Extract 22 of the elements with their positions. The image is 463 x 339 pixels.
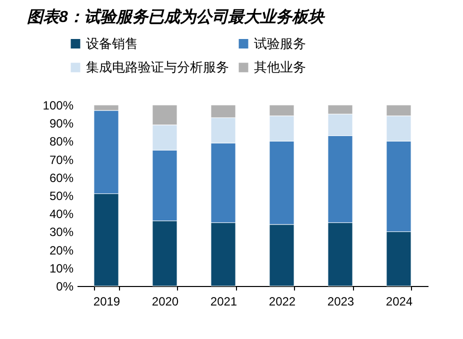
x-tick-label: 2024 [386, 294, 413, 308]
x-tick-label: 2022 [268, 294, 296, 308]
y-tick-label: 60% [49, 170, 74, 185]
x-tick-label: 2021 [210, 294, 238, 308]
chart-title: 图表8：试验服务已成为公司最大业务板块 [27, 8, 326, 26]
legend-label: 其他业务 [254, 60, 306, 74]
y-tick-label: 20% [49, 243, 74, 258]
legend-label: 试验服务 [254, 36, 306, 51]
y-tick-label: 50% [49, 189, 74, 203]
y-tick-label: 90% [49, 116, 74, 131]
legend-label: 设备销售 [86, 36, 138, 51]
y-tick-label: 30% [49, 225, 74, 240]
y-tick-label: 10% [49, 261, 74, 276]
y-tick-label: 80% [49, 134, 74, 149]
y-tick-label: 0% [56, 280, 74, 294]
y-tick-label: 40% [49, 207, 74, 222]
x-tick-label: 2020 [152, 294, 179, 308]
x-tick-label: 2023 [327, 294, 354, 308]
legend-label: 集成电路验证与分析服务 [86, 60, 229, 74]
y-tick-label: 100% [42, 98, 74, 112]
y-tick-label: 70% [49, 152, 74, 167]
x-tick-label: 2019 [93, 294, 120, 308]
